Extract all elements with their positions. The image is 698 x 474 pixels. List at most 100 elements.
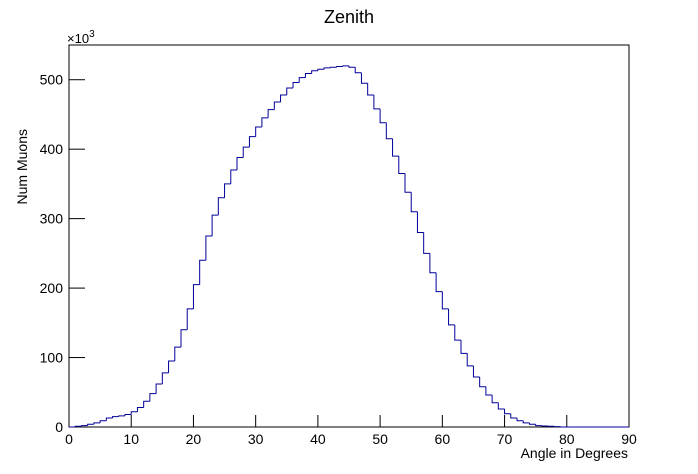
y-axis-label: Num Muons xyxy=(14,129,30,204)
x-tick-label: 80 xyxy=(559,431,575,447)
histogram-bin xyxy=(404,173,412,193)
histogram-bin xyxy=(286,87,293,96)
y-multiplier-base: ×10 xyxy=(67,31,89,46)
histogram-bin xyxy=(87,423,94,426)
histogram-bin xyxy=(217,197,225,216)
histogram-bin xyxy=(199,259,206,285)
histogram-bin xyxy=(304,72,312,78)
histogram-bin xyxy=(267,109,275,118)
histogram-bin xyxy=(398,156,405,174)
histogram-bin xyxy=(497,402,505,410)
histogram-bin xyxy=(155,383,163,394)
y-tick-label: 300 xyxy=(40,211,64,227)
x-tick-label: 0 xyxy=(65,431,73,447)
histogram-bin xyxy=(385,122,393,140)
histogram-bin xyxy=(323,67,331,70)
histogram-bin xyxy=(261,117,269,127)
histogram-bin xyxy=(149,393,157,402)
histogram-bin xyxy=(336,66,343,68)
histogram-bin xyxy=(186,308,194,330)
histogram-bin xyxy=(180,329,188,348)
histogram-bin xyxy=(174,346,181,362)
histogram-bin xyxy=(435,272,443,293)
histogram-bin xyxy=(168,360,175,373)
histogram-bin xyxy=(242,146,250,158)
histogram-bin xyxy=(516,417,524,422)
histogram-bin xyxy=(504,408,511,415)
histogram-bin xyxy=(354,67,362,74)
histogram-bin xyxy=(454,324,461,341)
histogram-bin xyxy=(522,420,530,424)
histogram-bin xyxy=(367,83,374,96)
histogram-bin xyxy=(130,411,138,415)
histogram-bin xyxy=(143,400,150,408)
histogram-bin xyxy=(379,108,387,124)
histogram-bin xyxy=(105,417,113,421)
y-tick-label: 200 xyxy=(40,280,64,296)
histogram-bin xyxy=(205,235,213,261)
histogram-bin xyxy=(236,157,244,171)
y-multiplier-exp: 3 xyxy=(89,29,95,40)
histogram-bin xyxy=(535,424,542,427)
x-tick-label: 20 xyxy=(186,431,202,447)
y-multiplier: ×103 xyxy=(67,29,95,46)
histogram-bin xyxy=(224,183,231,198)
histogram-bin xyxy=(429,253,437,274)
chart-title: Zenith xyxy=(324,7,374,27)
x-tick-label: 30 xyxy=(248,431,264,447)
histogram-bin xyxy=(342,65,349,67)
histogram-bin xyxy=(248,136,256,148)
histogram-bin xyxy=(392,138,399,157)
y-tick-label: 500 xyxy=(40,72,64,88)
x-tick-label: 10 xyxy=(123,431,139,447)
histogram-bin xyxy=(298,77,306,83)
histogram-bin xyxy=(460,340,468,354)
x-tick-label: 50 xyxy=(372,431,388,447)
histogram-bin xyxy=(410,192,418,213)
histogram-bin xyxy=(472,365,480,378)
histogram-bin xyxy=(273,101,281,110)
histogram-bin xyxy=(491,395,499,404)
x-tick-label: 70 xyxy=(497,431,513,447)
histogram-bin xyxy=(230,169,237,184)
histogram-bin xyxy=(118,415,125,417)
histogram-bin xyxy=(485,386,493,396)
histogram-bin xyxy=(416,211,424,234)
histogram-bin xyxy=(311,70,318,74)
y-tick-label: 100 xyxy=(40,350,64,366)
histogram-bin xyxy=(192,284,200,309)
histogram-bin xyxy=(317,68,325,71)
histogram-bin xyxy=(124,413,132,416)
histogram-bin xyxy=(466,353,474,367)
histogram-bin xyxy=(292,82,300,89)
y-tick-label: 400 xyxy=(40,141,64,157)
histogram-bin xyxy=(441,291,449,310)
histogram-bin xyxy=(423,232,430,254)
histogram-bin xyxy=(528,422,536,425)
frame xyxy=(68,44,630,428)
histogram-bin xyxy=(360,72,368,84)
histogram-bin xyxy=(510,413,517,419)
histogram-bin xyxy=(280,94,287,102)
histogram-bin xyxy=(448,308,455,326)
histogram-bin xyxy=(93,422,101,425)
x-tick-label: 90 xyxy=(621,431,637,447)
histogram-bin xyxy=(99,420,107,423)
histogram-bin xyxy=(329,66,337,68)
histogram-bin xyxy=(74,425,82,427)
x-axis-label: Angle in Degrees xyxy=(521,445,628,461)
histogram-bin xyxy=(348,65,356,68)
x-tick-label: 60 xyxy=(435,431,451,447)
x-tick-label: 40 xyxy=(310,431,326,447)
histogram-bin xyxy=(255,126,262,137)
histogram-bin xyxy=(161,372,169,384)
histogram-bin xyxy=(373,95,381,110)
histogram-bin xyxy=(136,407,144,412)
histogram-bin xyxy=(211,214,219,236)
histogram-bin xyxy=(479,376,486,388)
histogram-bin xyxy=(112,416,119,418)
y-tick-label: 0 xyxy=(55,419,63,435)
histogram-bin xyxy=(80,425,88,427)
